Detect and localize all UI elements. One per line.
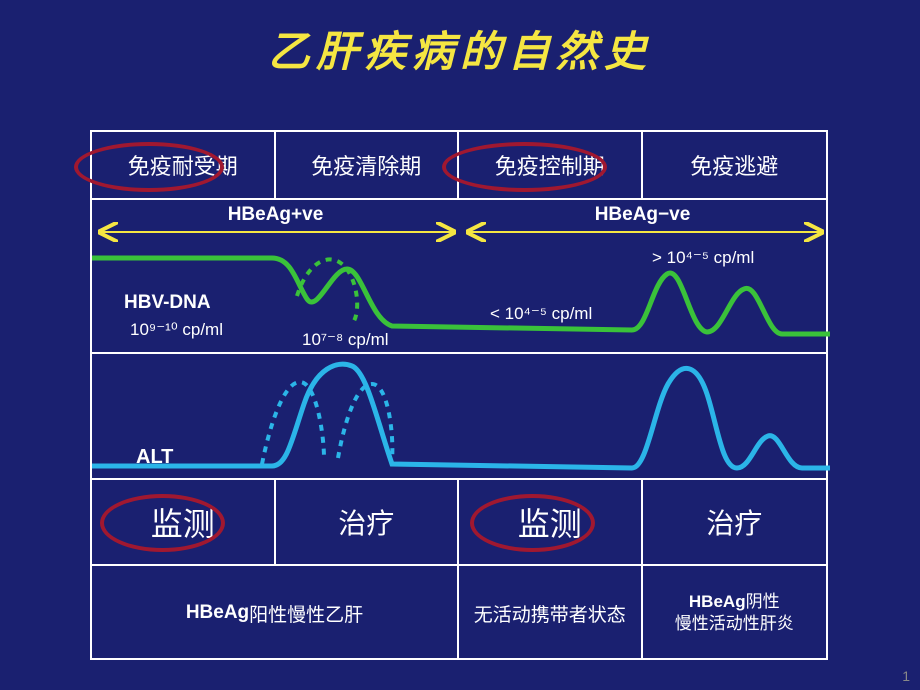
action-2: 治疗	[276, 480, 460, 564]
alt-curve	[92, 354, 830, 480]
diag-1b: 阳性慢性乙肝	[249, 600, 363, 627]
hbv-baseline: 10⁹⁻¹⁰ cp/ml	[130, 320, 223, 340]
diag-1: HBeAg 阳性慢性乙肝	[92, 566, 459, 660]
diag-2: 无活动携带者状态	[459, 566, 643, 660]
hbv-drop: 10⁷⁻⁸ cp/ml	[302, 330, 389, 350]
ellipse-phase1	[74, 142, 224, 192]
diagram-frame: 免疫耐受期 免疫清除期 免疫控制期 免疫逃避 HBeAg+ve HBeAg−ve…	[90, 130, 828, 660]
page-title: 乙肝疾病的自然史	[0, 0, 920, 91]
diag-3: HBeAg阴性 慢性活动性肝炎	[643, 566, 827, 660]
hbv-chart: HBV-DNA 10⁹⁻¹⁰ cp/ml 10⁷⁻⁸ cp/ml < 10⁴⁻⁵…	[92, 234, 826, 354]
ellipse-action1	[100, 494, 225, 552]
ellipse-phase3	[442, 142, 607, 192]
alt-label: ALT	[136, 446, 173, 469]
page-number: 1	[902, 668, 910, 684]
diagnosis-row: HBeAg 阳性慢性乙肝 无活动携带者状态 HBeAg阴性 慢性活动性肝炎	[92, 566, 826, 660]
hbv-low: < 10⁴⁻⁵ cp/ml	[490, 304, 592, 324]
hbv-label: HBV-DNA	[124, 292, 211, 314]
ellipse-action3	[470, 494, 595, 552]
diag-3c: 慢性活动性肝炎	[675, 614, 794, 633]
diag-3a: HBeAg	[689, 592, 746, 611]
alt-chart: ALT	[92, 354, 826, 480]
hbv-high: > 10⁴⁻⁵ cp/ml	[652, 248, 754, 268]
action-4: 治疗	[643, 480, 827, 564]
diag-3b: 阴性	[746, 592, 780, 611]
diag-1a: HBeAg	[186, 602, 249, 624]
